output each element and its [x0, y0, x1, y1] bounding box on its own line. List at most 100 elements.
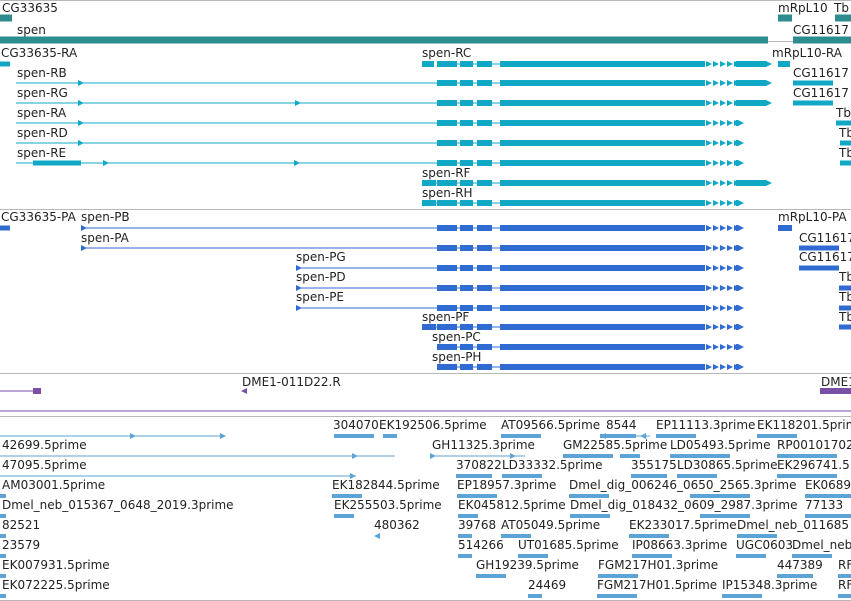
- feature-label[interactable]: EK233017.5prime: [629, 518, 737, 532]
- feature-label[interactable]: AT05049.5prime: [501, 518, 601, 532]
- feature-label[interactable]: spen-PF: [422, 310, 470, 324]
- feature-label[interactable]: Tb: [839, 290, 851, 304]
- exon-block: [334, 434, 374, 438]
- feature-label[interactable]: spen-PA: [81, 231, 129, 245]
- exon-block: [736, 305, 738, 311]
- feature-label[interactable]: 355175: [631, 458, 677, 472]
- feature-label[interactable]: spen-RC: [422, 46, 472, 60]
- feature-label[interactable]: Tb: [839, 126, 851, 140]
- strand-arrow: [713, 61, 719, 67]
- feature-label[interactable]: FGM217H01.5prime: [597, 578, 718, 592]
- feature-label[interactable]: 39768: [458, 518, 497, 532]
- feature-label[interactable]: 514266: [458, 538, 504, 552]
- feature-label[interactable]: CG33635-RA: [1, 46, 78, 60]
- feature-label[interactable]: Dmel_neb_011685: [737, 518, 850, 532]
- feature-label[interactable]: 23579: [2, 538, 41, 552]
- feature-label[interactable]: CG11617: [793, 86, 849, 100]
- feature-label[interactable]: spen-RB: [17, 66, 67, 80]
- feature-label[interactable]: spen-RF: [422, 166, 471, 180]
- feature-label[interactable]: LD30865.5prime: [677, 458, 778, 472]
- feature-label[interactable]: Dmel_neb_: [792, 538, 851, 552]
- feature-label[interactable]: CG11617: [793, 23, 849, 37]
- feature-label[interactable]: EK296741.5: [777, 458, 850, 472]
- feature-label[interactable]: RF: [838, 578, 851, 592]
- feature-label[interactable]: AM03001.5prime: [2, 478, 106, 492]
- strand-arrow: [720, 245, 726, 251]
- feature-label[interactable]: Dmel_neb_015367_0648_2019.3prime: [2, 498, 234, 512]
- feature-label[interactable]: EK072225.5prime: [2, 578, 110, 592]
- feature-label[interactable]: spen-PD: [296, 270, 346, 284]
- feature-label[interactable]: mRpL10-RA: [772, 46, 842, 60]
- feature-label[interactable]: GH11325.3prime: [432, 438, 535, 452]
- feature-label[interactable]: spen-RA: [17, 106, 67, 120]
- feature-label[interactable]: FGM217H01.3prime: [598, 558, 719, 572]
- feature-label[interactable]: EK255503.5prime: [334, 498, 442, 512]
- strand-arrow: [81, 245, 87, 251]
- feature-label[interactable]: EK007931.5prime: [2, 558, 110, 572]
- feature-label[interactable]: spen-PH: [432, 350, 482, 364]
- feature-label[interactable]: spen-RH: [422, 186, 473, 200]
- feature-label[interactable]: CG11617: [799, 231, 851, 245]
- feature-label[interactable]: 8544: [606, 418, 637, 432]
- feature-label[interactable]: CG33635: [2, 1, 58, 15]
- feature-label[interactable]: CG33635-PA: [1, 210, 76, 224]
- strand-arrow: [727, 285, 733, 291]
- feature-label[interactable]: spen-PE: [296, 290, 345, 304]
- feature-label[interactable]: spen-RE: [17, 146, 67, 160]
- feature-label[interactable]: RF: [838, 558, 851, 572]
- feature-label[interactable]: Tb: [839, 270, 851, 284]
- feature-label[interactable]: 42699.5prime: [2, 438, 87, 452]
- feature-label[interactable]: UGC0603: [736, 538, 793, 552]
- feature-label[interactable]: EP18957.3prime: [457, 478, 557, 492]
- feature-label[interactable]: spen-RD: [17, 126, 68, 140]
- feature-label[interactable]: Tb: [834, 1, 849, 15]
- feature-label[interactable]: EP11113.3prime: [656, 418, 756, 432]
- feature-label[interactable]: IP15348.3prime: [722, 578, 818, 592]
- feature-label[interactable]: EK0689: [805, 478, 851, 492]
- feature-label[interactable]: Dmel_dig_018432_0609_2987.3prime: [570, 498, 798, 512]
- feature-label[interactable]: Tb: [839, 310, 851, 324]
- feature-label[interactable]: EK192506.5prime: [379, 418, 487, 432]
- feature-label[interactable]: 47095.5prime: [2, 458, 87, 472]
- feature-label[interactable]: DME1-011D22.R: [242, 375, 341, 389]
- feature-label[interactable]: EK045812.5prime: [458, 498, 566, 512]
- feature-label[interactable]: spen: [17, 23, 46, 37]
- feature-label[interactable]: 480362: [374, 518, 420, 532]
- feature-label[interactable]: IP08663.3prime: [632, 538, 728, 552]
- strand-arrow: [713, 265, 719, 271]
- strand-arrow: [713, 305, 719, 311]
- feature-label[interactable]: spen-RG: [17, 86, 68, 100]
- feature-label[interactable]: GM22585.5prime: [563, 438, 668, 452]
- strand-arrow: [727, 245, 733, 251]
- feature-label[interactable]: EK118201.5prime: [757, 418, 851, 432]
- feature-label[interactable]: spen-PG: [296, 250, 346, 264]
- feature-label[interactable]: AT09566.5prime: [501, 418, 601, 432]
- feature-label[interactable]: mRpL10: [778, 1, 828, 15]
- feature-label[interactable]: 24469: [528, 578, 567, 592]
- strand-arrow: [706, 61, 712, 67]
- feature-label[interactable]: spen-PC: [432, 330, 481, 344]
- feature-label[interactable]: EK182844.5prime: [332, 478, 440, 492]
- feature-label[interactable]: Tb: [839, 146, 851, 160]
- feature-label[interactable]: GH19239.5prime: [476, 558, 579, 572]
- feature-label[interactable]: Dmel_dig_006246_0650_2565.3prime: [569, 478, 797, 492]
- feature-label[interactable]: CG11617: [799, 250, 851, 264]
- strand-arrow: [727, 180, 733, 186]
- feature-label[interactable]: UT01685.5prime: [518, 538, 619, 552]
- feature-label[interactable]: 447389: [777, 558, 823, 572]
- strand-arrow: [720, 364, 726, 370]
- feature-label[interactable]: 304070: [333, 418, 379, 432]
- strand-arrow: [720, 344, 726, 350]
- feature-label[interactable]: CG11617: [793, 66, 849, 80]
- feature-label[interactable]: RP00101702: [777, 438, 851, 452]
- feature-label[interactable]: LD33332.5prime: [502, 458, 603, 472]
- feature-label[interactable]: mRpL10-PA: [778, 210, 847, 224]
- feature-label[interactable]: spen-PB: [81, 210, 130, 224]
- feature-label[interactable]: Tb: [836, 106, 851, 120]
- feature-label[interactable]: 370822: [456, 458, 502, 472]
- feature-label[interactable]: 82521: [2, 518, 41, 532]
- feature-label[interactable]: LD05493.5prime: [670, 438, 771, 452]
- feature-label[interactable]: DME1: [821, 375, 851, 389]
- feature-label[interactable]: 77133: [805, 498, 844, 512]
- strand-arrow: [738, 285, 744, 291]
